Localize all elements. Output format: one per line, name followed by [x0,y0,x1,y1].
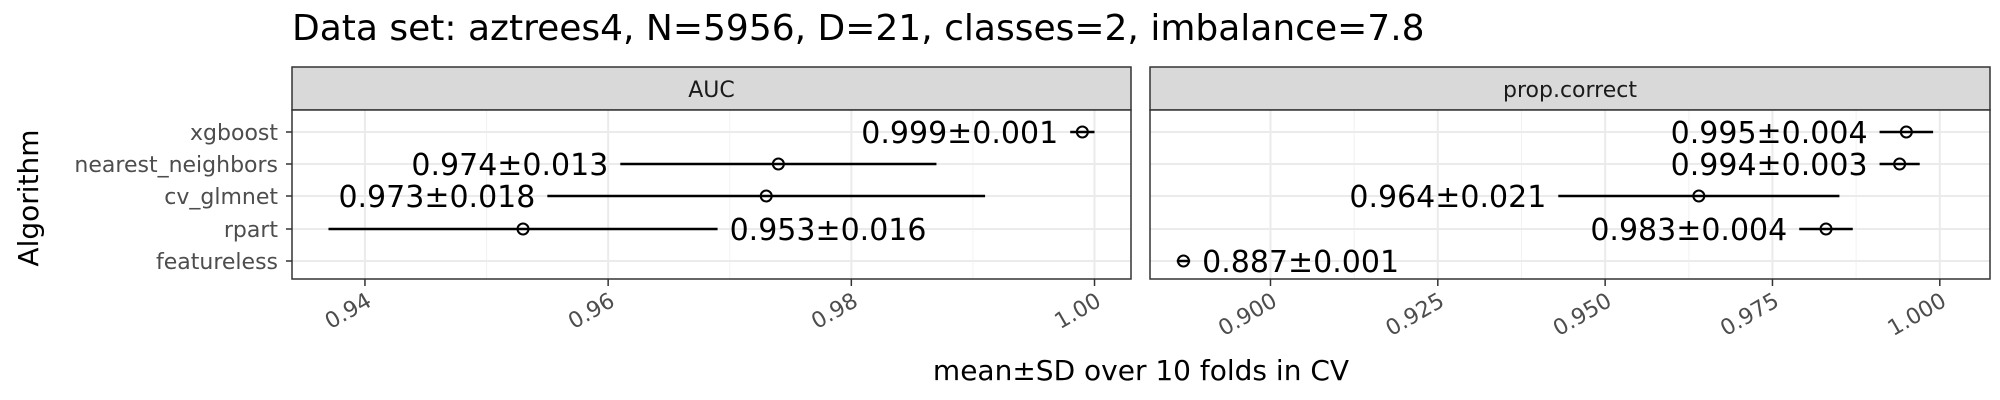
plot-background [292,110,1131,279]
y-tick-label: nearest_neighbors [74,153,278,178]
y-tick-label: featureless [156,250,278,275]
data-label: 0.974±0.013 [411,148,608,183]
panel-border [1149,109,1991,280]
x-tick-label: 1.000 [1884,289,1951,342]
y-tick-label: xgboost [190,121,278,146]
x-tick-label: 0.96 [564,289,619,335]
x-tick-label: 0.98 [807,289,862,335]
facet-strip [1149,66,1991,111]
mean-point [1176,254,1190,268]
data-label: 0.964±0.021 [1349,180,1546,215]
x-tick-label: 1.00 [1051,289,1106,335]
data-label: 0.983±0.004 [1590,213,1787,248]
mean-point [1075,125,1089,139]
y-tick-label: rpart [224,218,279,243]
facet-strip [291,66,1132,111]
mean-point [1692,189,1706,203]
x-tick-label: 0.900 [1214,289,1281,342]
data-label: 0.887±0.001 [1202,245,1399,280]
facet-strip-label: AUC [688,78,735,103]
mean-point [1899,125,1913,139]
x-axis-title: mean±SD over 10 folds in CV [933,354,1349,387]
mean-point [1819,222,1833,236]
chart-title: Data set: aztrees4, N=5956, D=21, classe… [292,8,1425,49]
data-label: 0.953±0.016 [730,213,927,248]
data-label: 0.999±0.001 [861,116,1058,151]
mean-point [759,189,773,203]
data-label: 0.994±0.003 [1671,148,1868,183]
panel-border [291,109,1132,280]
x-tick-label: 0.950 [1549,289,1616,342]
mean-point [771,157,785,171]
y-axis-title: Algorithm [12,129,45,266]
x-tick-label: 0.94 [321,289,376,335]
plot-background [1150,110,1990,279]
x-tick-label: 0.975 [1716,289,1783,342]
mean-point [1893,157,1907,171]
data-label: 0.995±0.004 [1671,116,1868,151]
y-tick-label: cv_glmnet [164,185,278,210]
x-tick-label: 0.925 [1382,289,1449,342]
data-label: 0.973±0.018 [338,180,535,215]
mean-point [516,222,530,236]
facet-strip-label: prop.correct [1503,78,1637,103]
